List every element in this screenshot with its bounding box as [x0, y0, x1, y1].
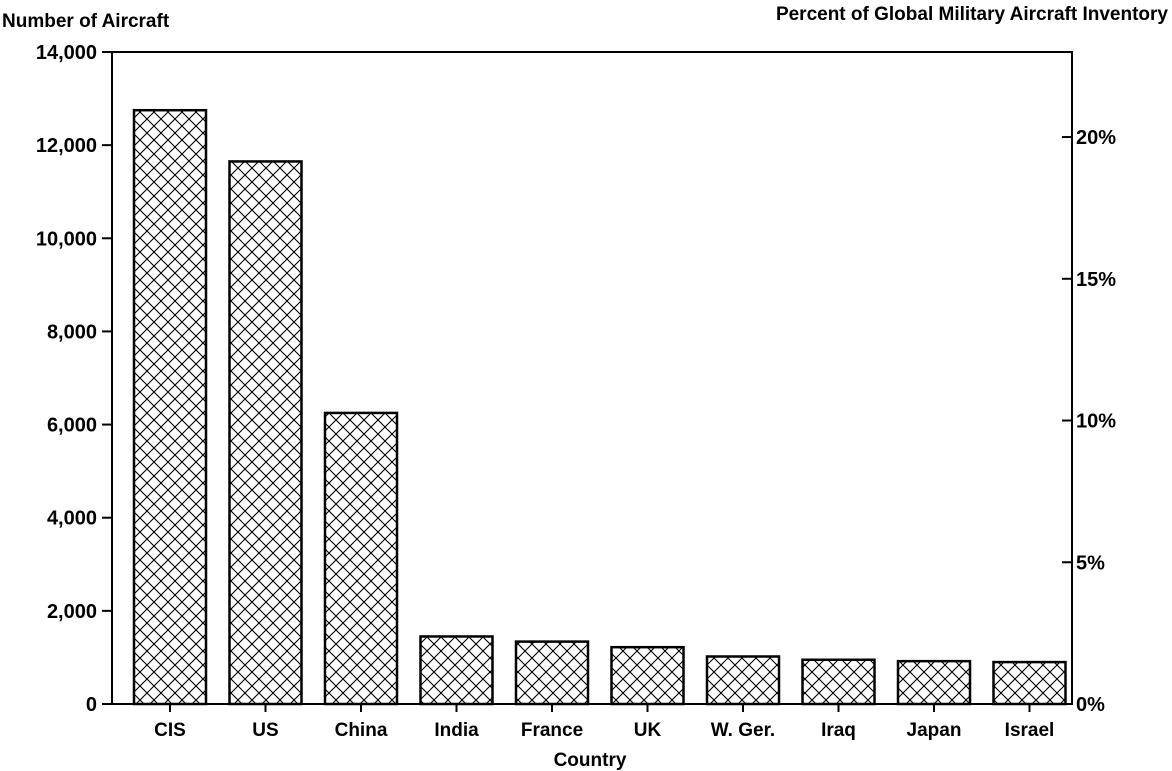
left-axis-title: Number of Aircraft — [2, 11, 170, 32]
x-tick-label: Iraq — [821, 720, 856, 741]
bar — [514, 640, 590, 706]
x-tick-label: China — [335, 720, 388, 741]
bar — [419, 635, 494, 706]
right-axis-title: Percent of Global Military Aircraft Inve… — [776, 4, 1168, 25]
bar — [228, 160, 303, 706]
bar — [801, 658, 876, 706]
bar — [132, 108, 208, 706]
left-tick-label: 8,000 — [47, 321, 97, 343]
bar — [323, 411, 399, 706]
bar — [705, 655, 781, 706]
bar — [896, 659, 972, 706]
plot-frame — [111, 51, 1073, 705]
left-tick-label: 10,000 — [36, 228, 97, 250]
right-tick-label: 20% — [1076, 127, 1116, 149]
x-tick-label: W. Ger. — [711, 720, 775, 741]
left-tick-label: 14,000 — [36, 42, 97, 64]
x-tick-label: Israel — [1005, 720, 1055, 741]
left-tick-label: 2,000 — [47, 601, 97, 623]
left-tick-label: 12,000 — [36, 135, 97, 157]
x-tick-label: CIS — [154, 720, 186, 741]
right-tick-label: 0% — [1076, 694, 1105, 716]
bar — [610, 645, 685, 706]
x-tick-label: France — [521, 720, 583, 741]
x-tick-label: Japan — [907, 720, 962, 741]
x-tick-label: UK — [634, 720, 662, 741]
left-tick-label: 0 — [86, 694, 97, 716]
x-tick-label: US — [252, 720, 278, 741]
left-tick-label: 6,000 — [47, 415, 97, 437]
x-axis-title: Country — [554, 750, 627, 771]
right-tick-label: 5% — [1076, 552, 1105, 574]
left-tick-label: 4,000 — [47, 508, 97, 530]
right-tick-label: 10% — [1076, 411, 1116, 433]
x-tick-label: India — [434, 720, 479, 741]
right-tick-label: 15% — [1076, 269, 1116, 291]
bar — [992, 660, 1067, 706]
